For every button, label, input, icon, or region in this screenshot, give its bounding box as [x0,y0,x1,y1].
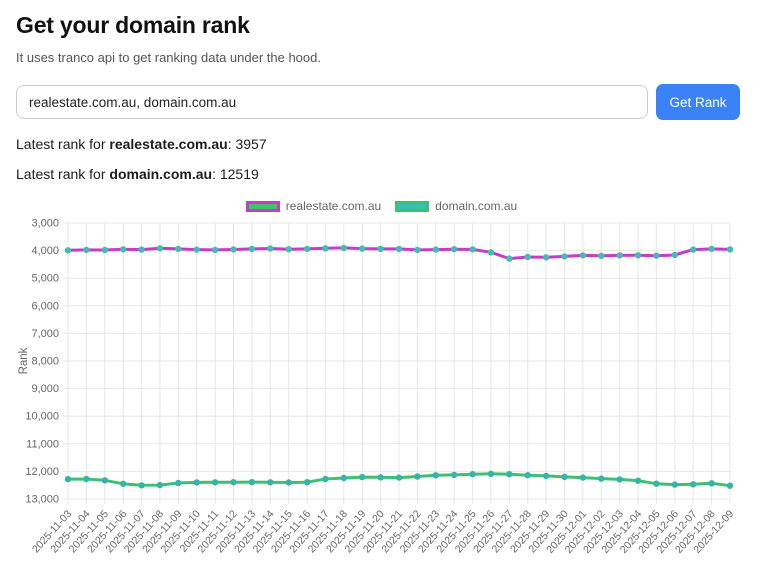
svg-text:11,000: 11,000 [26,438,59,450]
legend-swatch-domain [395,200,430,212]
svg-text:6,000: 6,000 [31,300,59,312]
get-rank-button[interactable]: Get Rank [656,84,740,120]
rank-sep: : [212,166,220,182]
rank-sep: : [227,136,236,152]
domain-form: Get Rank [16,84,740,120]
svg-text:4,000: 4,000 [31,245,59,257]
legend-item-domain[interactable]: domain.com.au [395,199,517,213]
rank-line-chart[interactable]: 3,000 4,000 5,000 6,000 7,000 8,000 9,000 10,00… [16,218,747,574]
latest-rank-domain: Latest rank for domain.com.au: 12519 [16,166,740,182]
page-subtitle: It uses tranco api to get ranking data u… [16,50,321,65]
svg-text:12,000: 12,000 [25,466,59,478]
rank-value: 12519 [219,166,259,182]
rank-domain: domain.com.au [109,166,213,182]
legend-item-realestate[interactable]: realestate.com.au [245,199,382,213]
legend-label-realestate: realestate.com.au [285,199,382,213]
rank-prefix: Latest rank for [16,166,110,182]
legend-swatch-realestate [245,200,280,212]
svg-text:10,000: 10,000 [25,411,59,423]
legend-label-domain: domain.com.au [435,199,518,213]
svg-text:9,000: 9,000 [31,383,59,395]
svg-text:8,000: 8,000 [31,356,59,368]
rank-chart: realestate.com.au domain.com.au 3,000 4,0… [16,196,747,579]
page-title: Get your domain rank [16,12,250,38]
svg-text:13,000: 13,000 [25,494,59,506]
rank-value: 3957 [235,136,267,152]
domains-input[interactable] [16,85,648,119]
svg-text:Rank: Rank [18,347,30,374]
latest-rank-realestate: Latest rank for realestate.com.au: 3957 [16,136,740,152]
chart-legend: realestate.com.au domain.com.au [16,196,747,216]
svg-text:3,000: 3,000 [31,218,59,230]
rank-domain: realestate.com.au [109,136,228,152]
rank-prefix: Latest rank for [16,136,110,152]
svg-text:7,000: 7,000 [31,328,59,340]
svg-text:5,000: 5,000 [31,273,59,285]
